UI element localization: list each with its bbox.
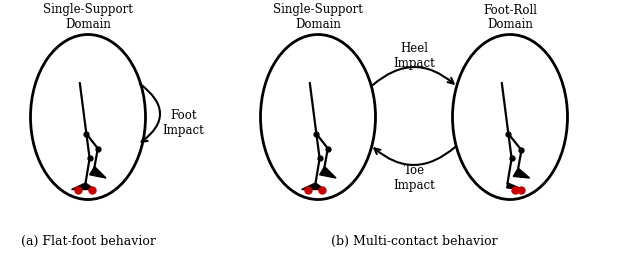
Text: Heel
Impact: Heel Impact bbox=[393, 42, 435, 70]
Text: Foot-Roll
Domain: Foot-Roll Domain bbox=[483, 4, 537, 31]
Text: (b) Multi-contact behavior: (b) Multi-contact behavior bbox=[331, 234, 497, 247]
Polygon shape bbox=[319, 167, 336, 178]
Polygon shape bbox=[301, 183, 324, 190]
Polygon shape bbox=[507, 183, 523, 190]
Polygon shape bbox=[72, 183, 95, 190]
Polygon shape bbox=[513, 168, 530, 178]
Text: Single-Support
Domain: Single-Support Domain bbox=[273, 4, 363, 31]
Text: (a) Flat-foot behavior: (a) Flat-foot behavior bbox=[20, 234, 156, 247]
Text: Toe
Impact: Toe Impact bbox=[393, 163, 435, 191]
Text: Single-Support
Domain: Single-Support Domain bbox=[43, 4, 133, 31]
Text: Foot
Impact: Foot Impact bbox=[163, 108, 204, 136]
Polygon shape bbox=[90, 167, 106, 178]
